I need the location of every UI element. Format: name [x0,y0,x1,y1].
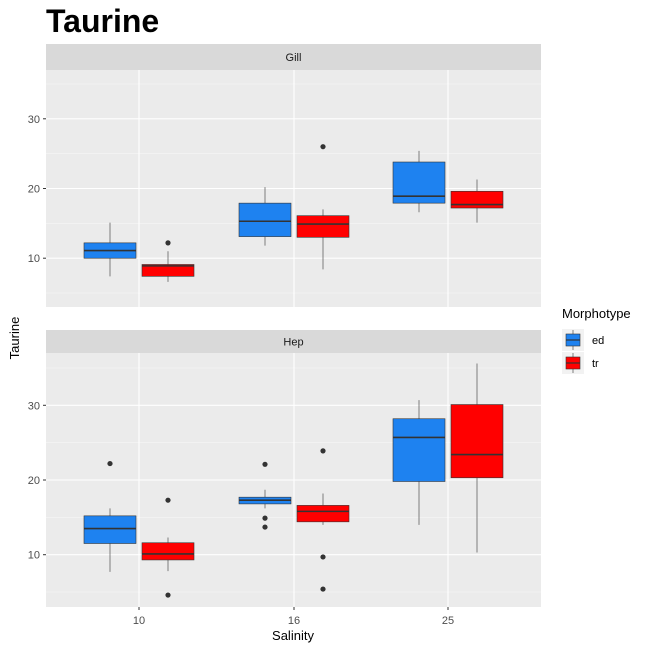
y-tick-label: 30 [28,400,40,412]
box-16-ed [238,187,292,246]
facet-panel-hep: Hep 10 20 30 [28,330,541,607]
box-25-ed [392,400,446,525]
box-body [296,505,350,523]
box-body [141,264,195,277]
box-16-tr [296,144,350,270]
strip-background [46,44,541,70]
box-body [450,190,504,209]
box-body [238,202,292,237]
box-25-tr [450,363,504,553]
y-tick-label: 20 [28,475,40,487]
box-16-ed [238,461,292,530]
strip-label: Hep [283,337,303,349]
x-axis: 10 16 25 [133,607,454,627]
legend-title: Morphotype [562,306,631,321]
outlier-point [262,524,268,530]
facet-panel-gill: Gill 10 20 30 [28,44,541,307]
outlier-point [320,448,326,454]
box-16-tr [296,448,350,592]
facet-panels: Gill 10 20 30 Hep 10 20 30 [28,44,541,607]
box-10-ed [83,460,137,572]
outlier-point [320,586,326,592]
y-axis-label: Taurine [7,317,22,360]
y-tick-label: 10 [28,253,40,265]
outlier-point [107,460,113,467]
legend-label: ed [592,335,604,347]
x-axis-label: Salinity [272,628,314,643]
legend: Morphotype ed tr [562,306,631,374]
x-tick-label: 16 [288,615,300,627]
x-tick-label: 25 [442,615,454,627]
box-body [141,542,195,561]
box-10-ed [83,222,137,277]
box-25-tr [450,179,504,223]
box-body [83,515,137,544]
box-body [450,404,504,479]
legend-item-ed: ed [562,329,604,351]
outlier-point [262,515,268,521]
strip-background [46,330,541,353]
box-25-ed [392,150,446,213]
y-tick-label: 30 [28,114,40,126]
chart-title: Taurine [46,3,159,39]
outlier-point [320,554,326,560]
outlier-point [320,144,326,150]
box-body [296,215,350,238]
outlier-point [262,461,268,467]
outlier-point [165,240,171,246]
legend-label: tr [592,358,599,370]
y-tick-label: 10 [28,550,40,562]
outlier-point [165,592,171,598]
legend-item-tr: tr [562,352,599,374]
box-body [392,161,446,204]
strip-label: Gill [286,52,302,64]
x-tick-label: 10 [133,615,145,627]
box-10-tr [141,497,195,598]
box-10-tr [141,240,195,282]
box-body [392,418,446,482]
outlier-point [165,497,171,503]
y-tick-label: 20 [28,184,40,196]
